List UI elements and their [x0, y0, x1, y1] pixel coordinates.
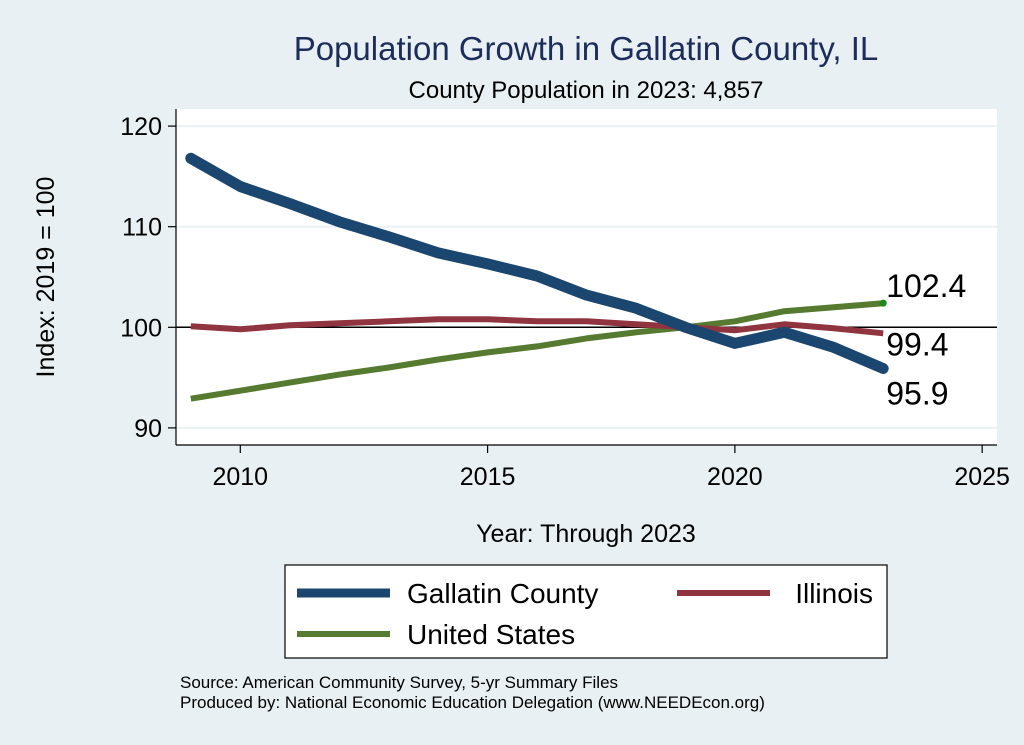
legend-label-us: United States	[407, 619, 575, 650]
plot-area	[176, 109, 997, 445]
x-axis-label: Year: Through 2023	[476, 520, 696, 548]
legend: Gallatin County Illinois United States	[284, 564, 888, 659]
legend-label-illinois: Illinois	[795, 578, 873, 609]
y-tick-label-120: 120	[120, 113, 162, 141]
x-tick-label-2025: 2025	[954, 463, 1010, 491]
y-ticks: 90 100 110 120	[120, 113, 176, 443]
y-axis-label: Index: 2019 = 100	[32, 177, 60, 378]
producer-note: Produced by: National Economic Education…	[180, 693, 765, 712]
series-lines	[185, 152, 889, 402]
x-tick-label-2010: 2010	[212, 463, 268, 491]
legend-label-gallatin: Gallatin County	[407, 578, 598, 609]
end-label-united-states: 102.4	[886, 268, 966, 304]
end-labels: 95.9 99.4 102.4	[886, 268, 966, 411]
y-tick-label-110: 110	[122, 214, 162, 242]
chart-title: Population Growth in Gallatin County, IL	[294, 30, 879, 67]
x-ticks: 2010 2015 2020 2025	[212, 445, 1010, 491]
source-note: Source: American Community Survey, 5-yr …	[180, 673, 618, 692]
y-tick-label-90: 90	[134, 415, 162, 443]
end-label-illinois: 99.4	[886, 326, 948, 362]
y-tick-label-100: 100	[120, 314, 162, 342]
legend-box	[284, 564, 888, 659]
x-tick-label-2015: 2015	[460, 463, 516, 491]
endpoint-marker-us	[879, 299, 887, 307]
x-tick-label-2020: 2020	[707, 463, 763, 491]
chart-subtitle: County Population in 2023: 4,857	[409, 77, 764, 104]
end-label-gallatin-county: 95.9	[886, 376, 948, 412]
